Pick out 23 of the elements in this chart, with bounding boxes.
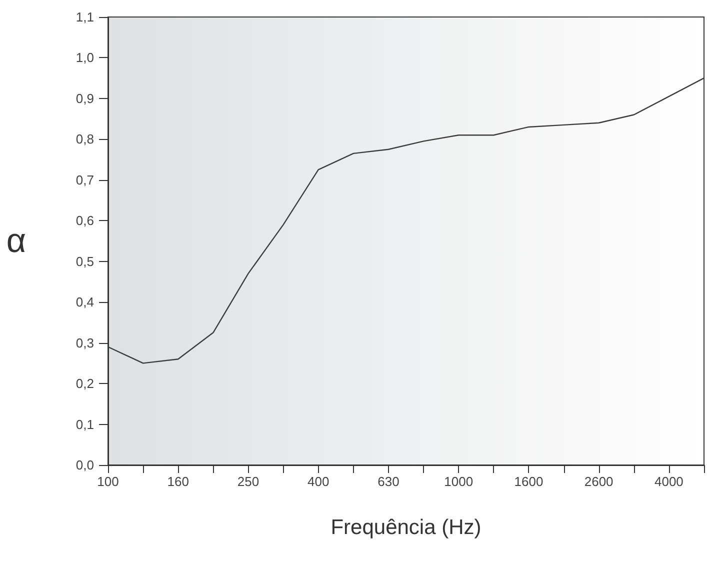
x-tick-label: 250 [237, 474, 260, 489]
y-tick-label: 0,9 [76, 90, 94, 106]
y-tick-label: 0,4 [76, 294, 94, 310]
y-axis-title: α [6, 222, 26, 260]
y-tick-label: 1,0 [76, 50, 94, 66]
y-tick-label: 0,0 [76, 458, 94, 472]
y-tick-label: 0,2 [76, 376, 94, 392]
y-tick-label: 0,7 [76, 172, 94, 188]
x-tick-label: 1000 [444, 474, 474, 489]
x-tick-label: 100 [97, 474, 119, 489]
x-tick-label: 1600 [514, 474, 544, 489]
x-tick-label: 630 [378, 474, 400, 489]
x-tick-label: 160 [167, 474, 189, 489]
y-tick-label: 0,1 [76, 416, 94, 432]
y-tick-label: 0,8 [76, 132, 94, 147]
x-tick-label: 2600 [584, 474, 614, 489]
y-tick-label: 0,5 [76, 254, 94, 269]
x-tick-label: 4000 [654, 474, 684, 489]
y-tick-label: 1,1 [76, 10, 94, 24]
y-tick-label: 0,3 [76, 335, 94, 350]
x-tick-label: 400 [308, 474, 330, 489]
y-tick-label: 0,6 [76, 213, 94, 228]
x-axis-title: Frequência (Hz) [330, 516, 482, 539]
